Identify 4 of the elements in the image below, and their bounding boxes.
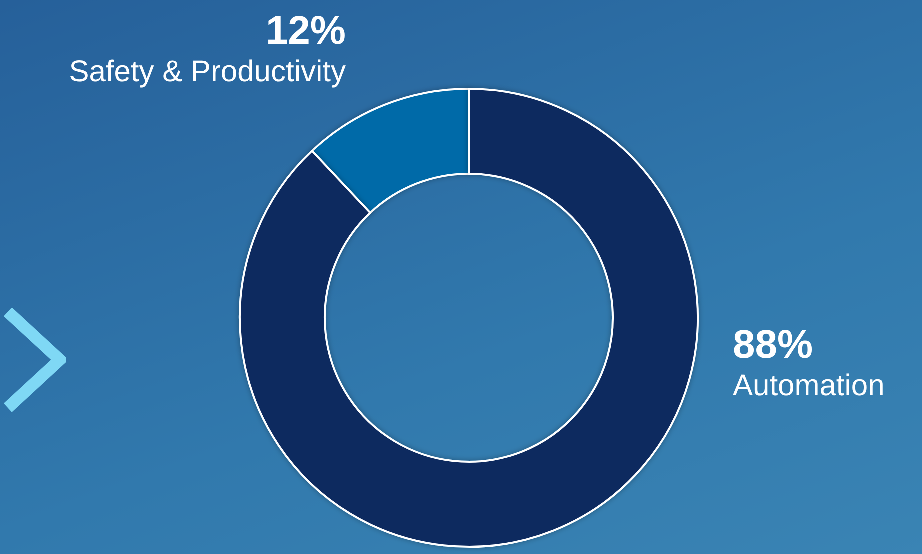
data-label: 12% <box>266 9 346 53</box>
slice-label: Automation <box>733 370 885 402</box>
slice-label: Safety & Productivity <box>69 56 346 88</box>
data-label: 88% <box>733 323 814 367</box>
